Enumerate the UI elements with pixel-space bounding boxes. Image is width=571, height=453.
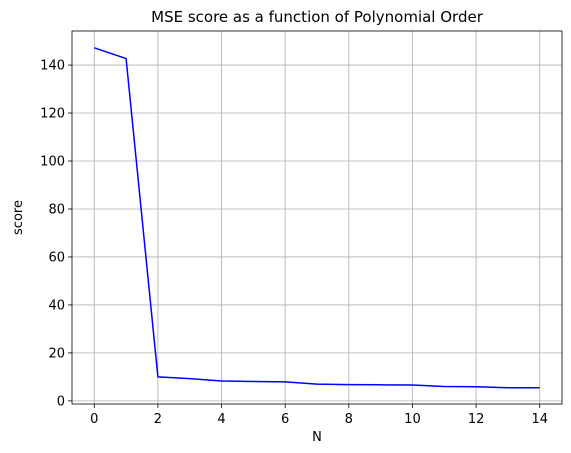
- chart-title: MSE score as a function of Polynomial Or…: [151, 8, 484, 26]
- series-line: [94, 47, 540, 389]
- y-axis-label: score: [11, 200, 26, 235]
- x-tick-label: 4: [217, 412, 225, 427]
- y-tick-label: 120: [40, 107, 65, 122]
- grid: [72, 31, 562, 404]
- y-tick-label: 40: [48, 298, 65, 313]
- plot-frame: [71, 30, 563, 405]
- x-tick-label: 12: [468, 412, 485, 427]
- y-tick-label: 0: [57, 394, 65, 409]
- y-tick-label: 80: [48, 202, 65, 217]
- y-tick-label: 20: [48, 346, 65, 361]
- x-tick-label: 8: [345, 412, 353, 427]
- y-tick-label: 60: [48, 250, 65, 265]
- x-tick-label: 10: [404, 412, 421, 427]
- x-tick-label: 0: [90, 412, 98, 427]
- x-tick-label: 14: [531, 412, 548, 427]
- series-layer: [94, 47, 540, 389]
- x-tick-label: 6: [281, 412, 289, 427]
- x-tick-label: 2: [154, 412, 162, 427]
- y-tick-label: 100: [40, 155, 65, 170]
- x-axis-label: N: [312, 430, 322, 445]
- y-tick-label: 140: [40, 59, 65, 74]
